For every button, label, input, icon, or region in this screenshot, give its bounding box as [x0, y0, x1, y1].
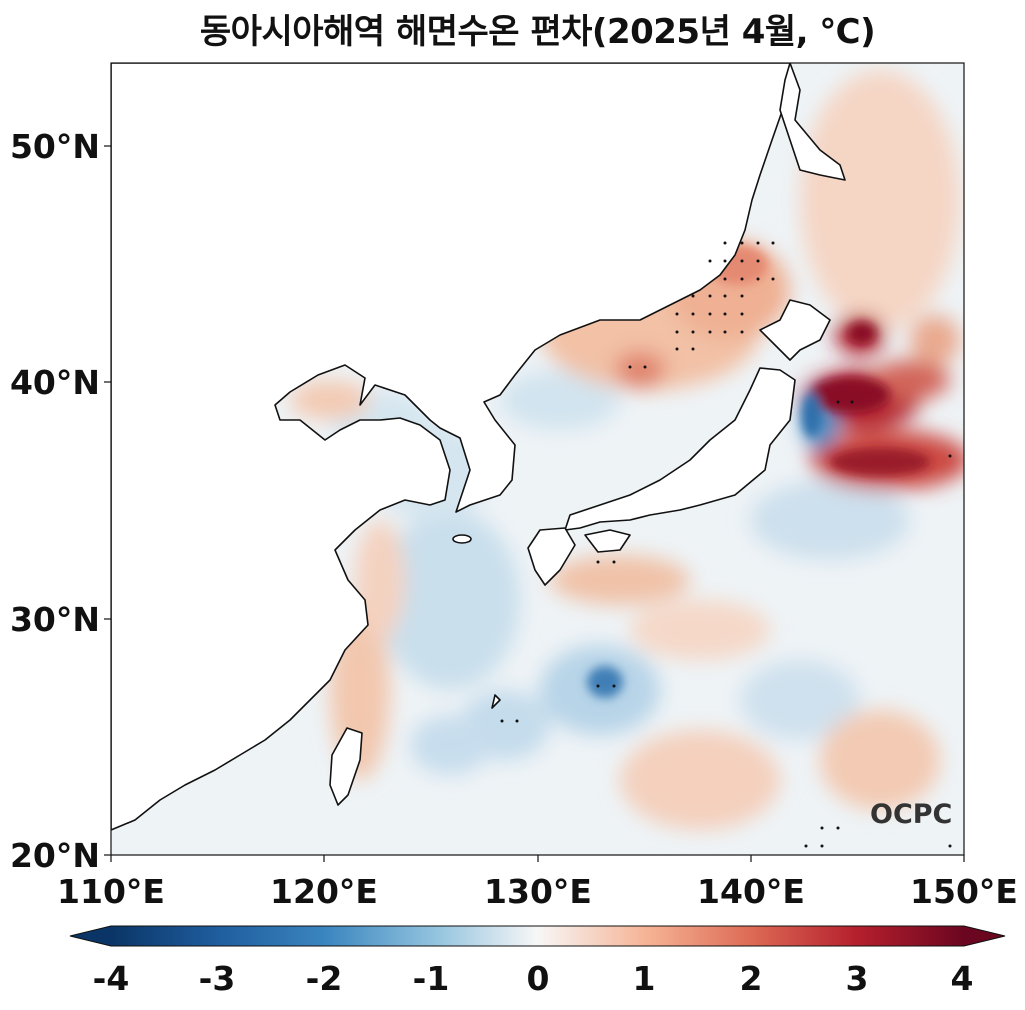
- latitude-labels: 50°N 40°N 30°N 20°N: [10, 127, 100, 875]
- tick-marks: [104, 145, 965, 862]
- colorbar-labels: -4 -3 -2 -1 0 1 2 3 4: [93, 959, 974, 998]
- colorbar-max-arrow: [964, 926, 1005, 946]
- ocpc-logo: OCPC: [870, 799, 952, 830]
- lat-label-50: 50°N: [10, 127, 100, 166]
- anomaly-field: [111, 63, 964, 855]
- lon-label-150: 150°E: [910, 872, 1018, 911]
- cb-tick-label: 1: [633, 959, 656, 998]
- lon-label-140: 140°E: [697, 872, 805, 911]
- colorbar-body: [111, 926, 964, 946]
- lon-label-130: 130°E: [484, 872, 592, 911]
- lat-label-40: 40°N: [10, 363, 100, 402]
- lon-label-110: 110°E: [57, 872, 165, 911]
- land: [111, 63, 846, 831]
- cb-tick-label: 2: [740, 959, 763, 998]
- lon-label-120: 120°E: [270, 872, 378, 911]
- cb-tick-label: 3: [846, 959, 869, 998]
- significance-dots: [500, 241, 952, 848]
- cb-tick-label: -3: [199, 959, 236, 998]
- cb-tick-label: 4: [951, 959, 974, 998]
- cb-tick-label: -4: [93, 959, 130, 998]
- lat-label-30: 30°N: [10, 600, 100, 639]
- colorbar: [69, 925, 1006, 947]
- lat-label-20: 20°N: [10, 836, 100, 875]
- cb-tick-label: -1: [413, 959, 450, 998]
- longitude-labels: 110°E 120°E 130°E 140°E 150°E: [57, 872, 1018, 911]
- map-title: 동아시아해역 해면수온 편차(2025년 4월, ℃): [199, 12, 876, 52]
- logo-text: OCPC: [870, 799, 952, 830]
- colorbar-min-arrow: [70, 926, 111, 946]
- cb-tick-label: -2: [306, 959, 343, 998]
- cb-tick-label: 0: [527, 959, 550, 998]
